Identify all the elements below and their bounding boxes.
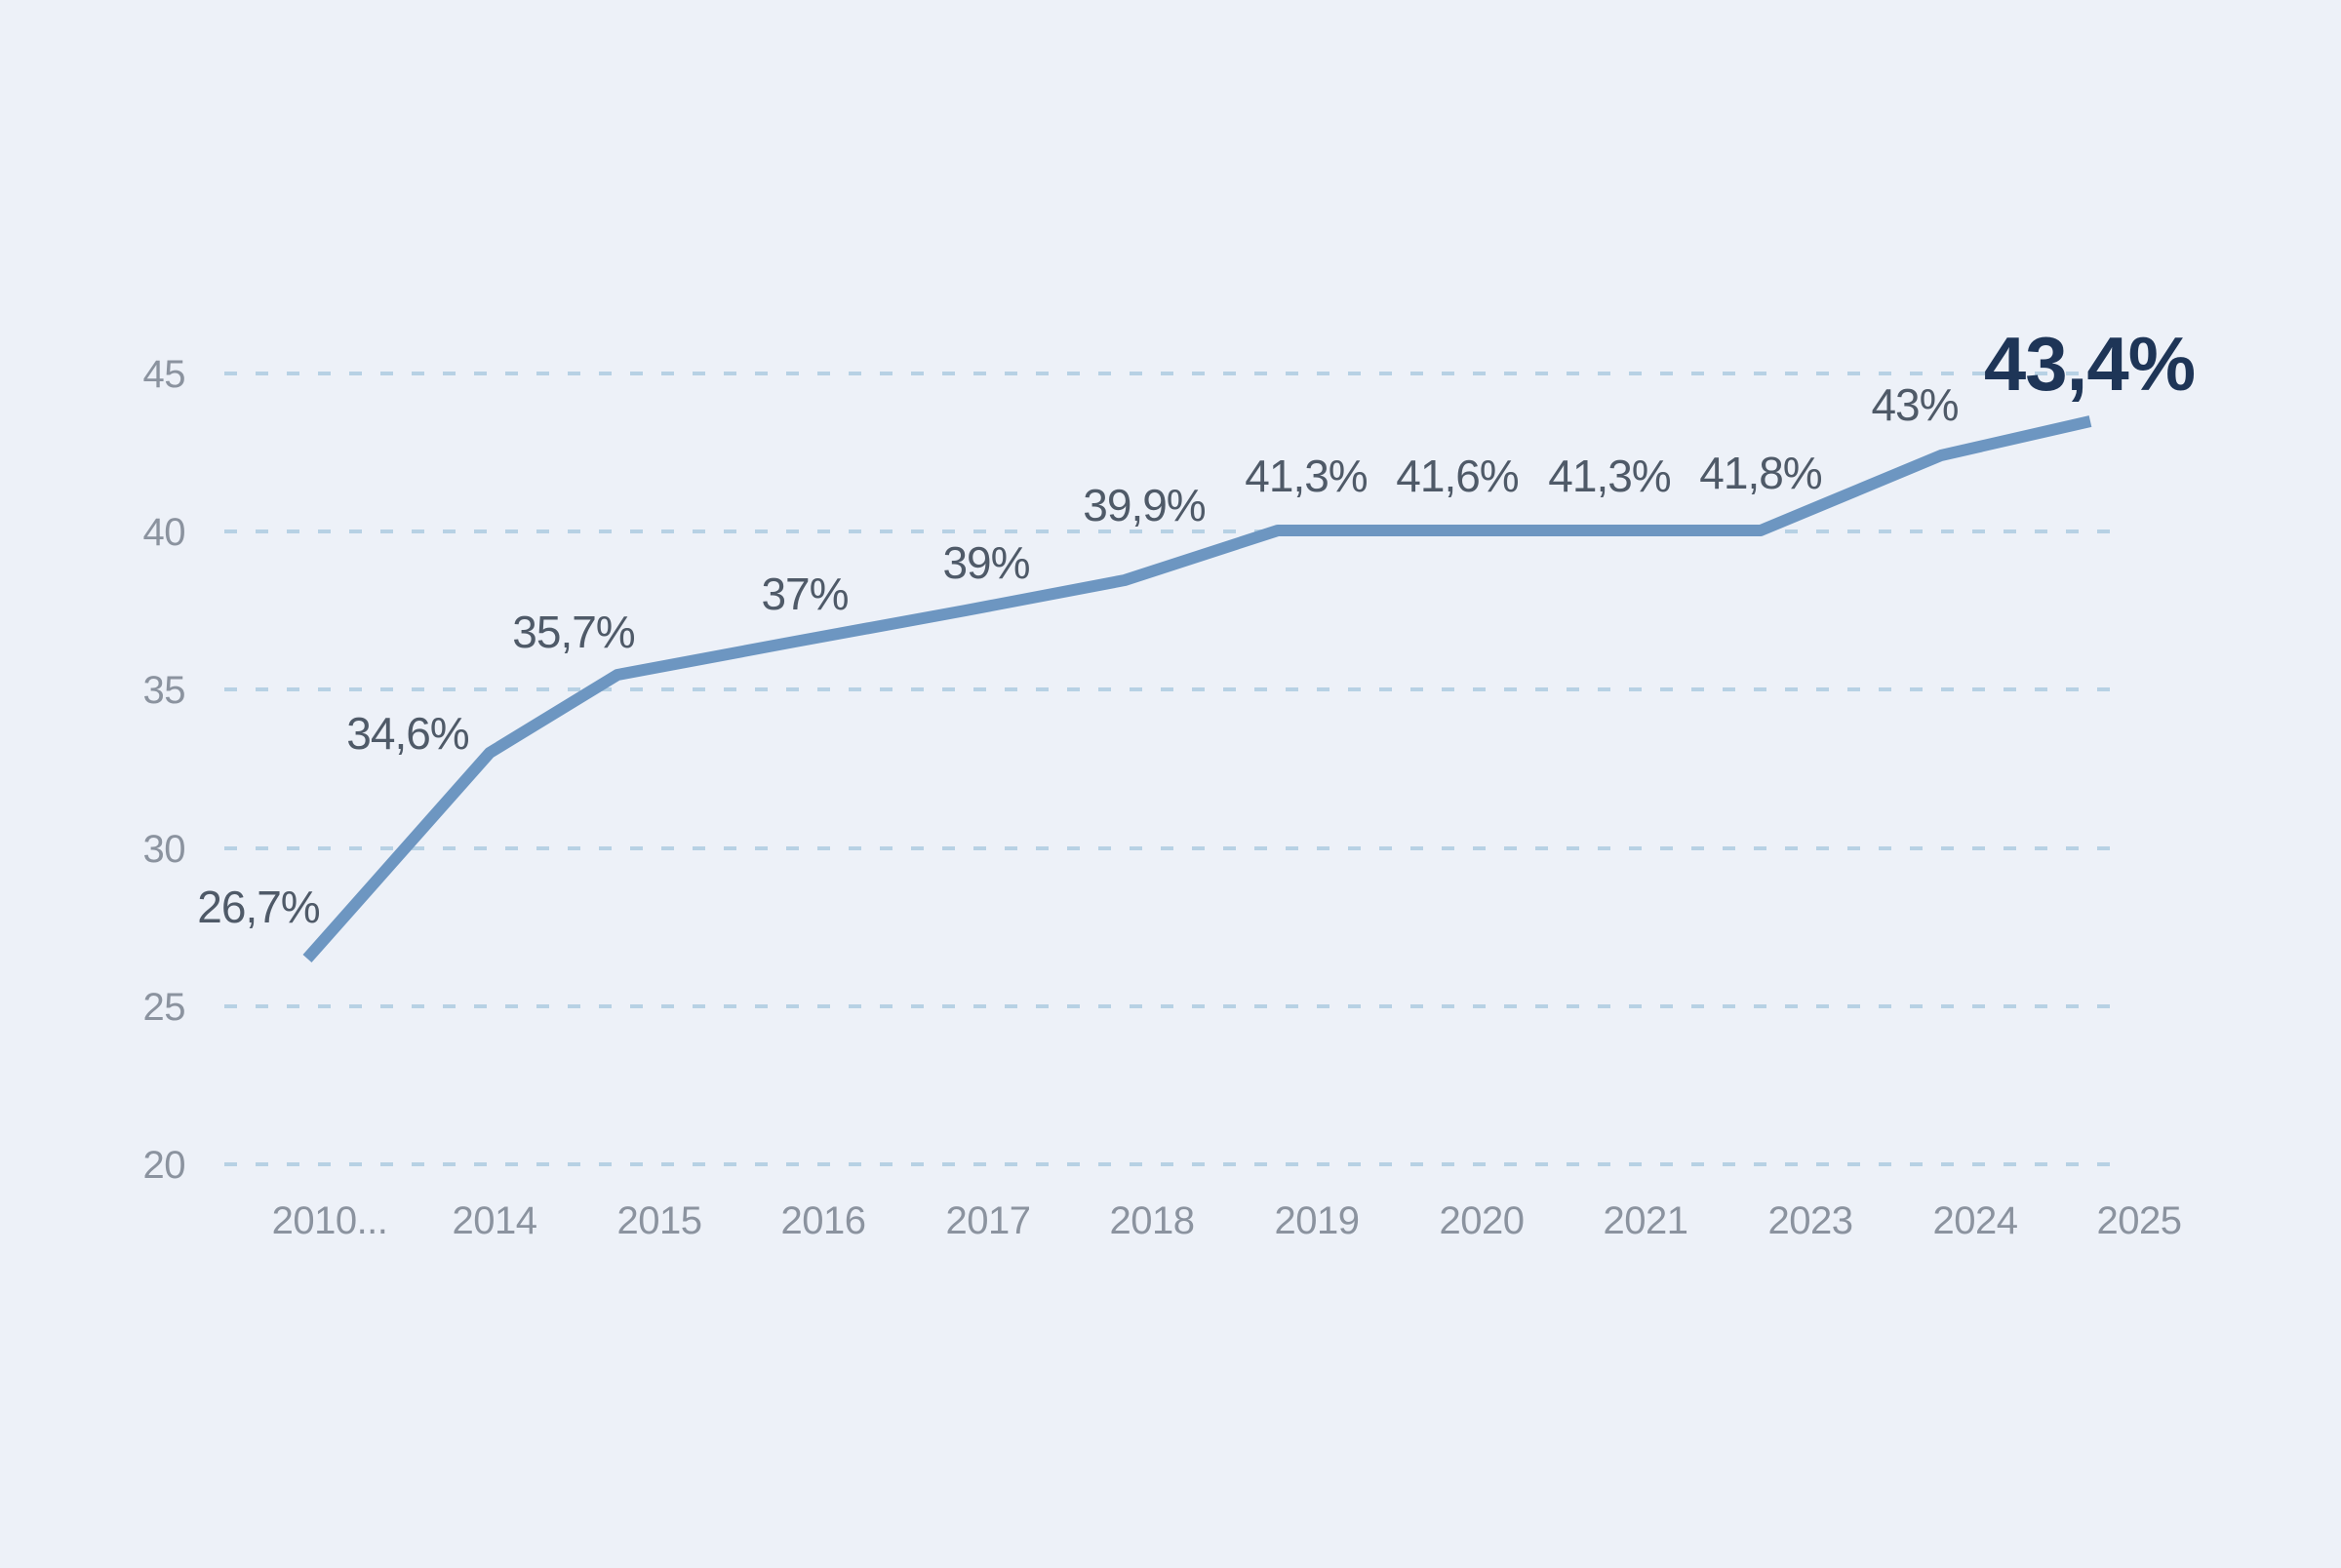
y-tick-label: 40 — [143, 511, 186, 554]
data-label: 26,7% — [197, 882, 320, 932]
x-tick-label: 2017 — [946, 1199, 1031, 1242]
x-tick-label: 2015 — [617, 1199, 702, 1242]
data-label: 37% — [761, 568, 848, 619]
data-label: 35,7% — [512, 607, 635, 657]
x-tick-label: 2023 — [1768, 1199, 1853, 1242]
data-label: 39,9% — [1083, 480, 1206, 530]
data-label: 41,6% — [1396, 451, 1519, 501]
x-tick-label: 2019 — [1275, 1199, 1360, 1242]
trend-line — [302, 415, 2092, 962]
data-label: 34,6% — [346, 708, 469, 759]
data-label: 41,8% — [1699, 448, 1822, 498]
data-label: 39% — [942, 537, 1029, 588]
x-tick-label: 2014 — [453, 1199, 537, 1242]
x-tick-label: 2025 — [2097, 1199, 2182, 1242]
x-tick-label: 2010... — [272, 1199, 388, 1242]
x-tick-label: 2018 — [1110, 1199, 1195, 1242]
data-label: 43% — [1871, 379, 1958, 430]
data-label: 41,3% — [1548, 451, 1671, 501]
x-tick-label: 2020 — [1440, 1199, 1525, 1242]
data-label: 41,3% — [1245, 451, 1368, 501]
final-value-label: 43,4% — [1984, 321, 2195, 407]
y-tick-label: 35 — [143, 669, 186, 712]
y-tick-label: 25 — [143, 986, 186, 1029]
y-tick-label: 45 — [143, 353, 186, 396]
y-tick-label: 20 — [143, 1144, 186, 1187]
x-tick-label: 2016 — [781, 1199, 866, 1242]
x-tick-label: 2024 — [1933, 1199, 2018, 1242]
x-tick-label: 2021 — [1604, 1199, 1688, 1242]
y-tick-label: 30 — [143, 828, 186, 871]
